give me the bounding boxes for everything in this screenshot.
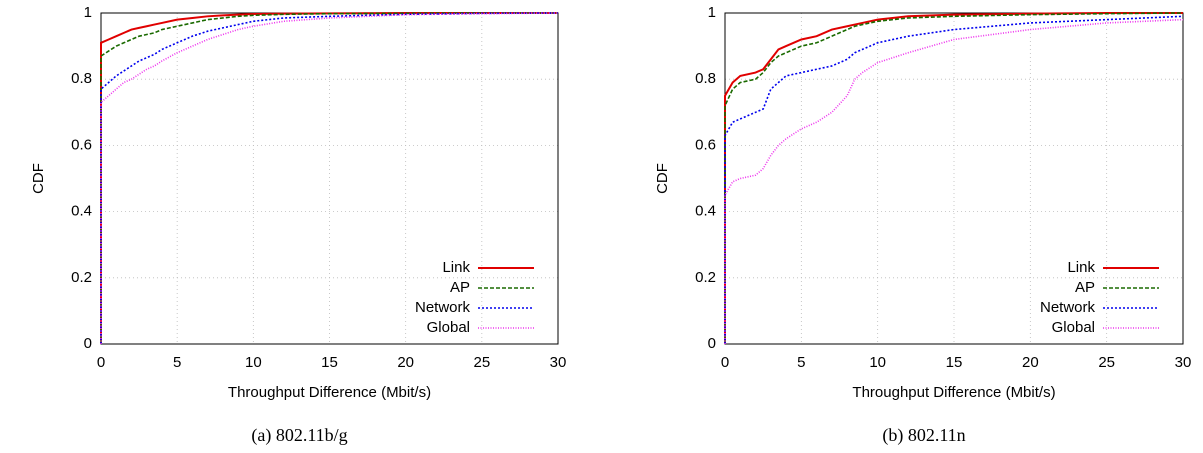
y-tick-label: 0 [708, 335, 716, 352]
series-line [724, 18, 1184, 344]
legend-label: Network [1040, 299, 1096, 316]
x-tick-label: 5 [797, 354, 805, 371]
y-tick-label: 0 [84, 335, 92, 352]
series-line [100, 12, 559, 344]
x-tick-label: 25 [1098, 354, 1115, 371]
legend-label: AP [450, 279, 470, 296]
y-tick-label: 0.8 [695, 70, 716, 87]
x-tick-label: 20 [1022, 354, 1039, 371]
x-axis-label: Throughput Difference (Mbit/s) [852, 384, 1055, 401]
y-tick-label: 0.4 [695, 203, 716, 220]
legend-label: Network [415, 299, 471, 316]
x-tick-label: 30 [550, 354, 567, 371]
legend-label: Global [427, 319, 470, 336]
series-line [724, 12, 1183, 344]
y-tick-label: 1 [84, 4, 92, 21]
legend-label: Global [1052, 319, 1095, 336]
y-tick-label: 0.6 [71, 136, 92, 153]
x-tick-label: 10 [869, 354, 886, 371]
x-tick-label: 20 [397, 354, 414, 371]
x-tick-label: 10 [245, 354, 262, 371]
y-tick-label: 1 [708, 4, 716, 21]
y-axis-label: CDF [654, 163, 671, 194]
x-tick-label: 5 [173, 354, 181, 371]
y-tick-label: 0.2 [71, 269, 92, 286]
caption: (b) 802.11n [882, 425, 965, 446]
series-line [100, 12, 558, 344]
x-tick-label: 0 [721, 354, 729, 371]
caption: (a) 802.11b/g [251, 425, 347, 446]
y-tick-label: 0.2 [695, 269, 716, 286]
plot-frame [724, 12, 1184, 345]
x-tick-label: 15 [321, 354, 338, 371]
plot-frame [100, 12, 559, 345]
x-tick-label: 30 [1175, 354, 1192, 371]
y-tick-label: 0.4 [71, 203, 92, 220]
x-tick-label: 0 [97, 354, 105, 371]
y-axis-label: CDF [30, 163, 47, 194]
series-line [100, 12, 559, 344]
legend-label: Link [442, 259, 470, 276]
legend-label: AP [1075, 279, 1095, 296]
x-tick-label: 25 [473, 354, 490, 371]
y-tick-label: 0.8 [71, 70, 92, 87]
y-tick-label: 0.6 [695, 136, 716, 153]
series-line [724, 15, 1184, 344]
series-line [724, 12, 1184, 344]
legend-label: Link [1067, 259, 1095, 276]
x-axis-label: Throughput Difference (Mbit/s) [228, 384, 431, 401]
x-tick-label: 15 [946, 354, 963, 371]
series-line [100, 12, 558, 344]
